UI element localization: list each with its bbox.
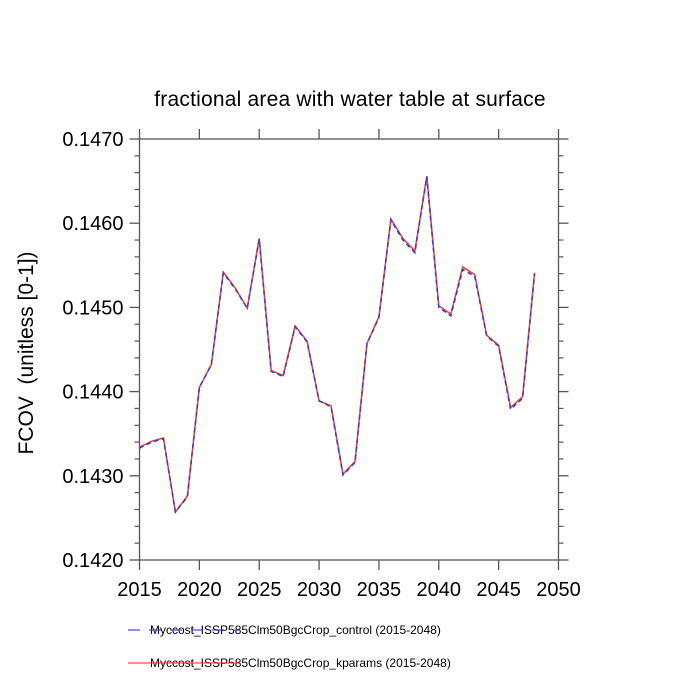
y-tick-label: 0.1440	[62, 382, 123, 404]
plot-frame	[138, 138, 560, 561]
legend-line-control	[128, 629, 239, 631]
x-tick-label: 2040	[417, 579, 462, 601]
x-tick-label: 2025	[237, 579, 282, 601]
y-tick-label: 0.1420	[62, 550, 123, 572]
legend-entry-control: Myccost_ISSP585Clm50BgcCrop_control (201…	[127, 623, 441, 637]
chart-title: fractional area with water table at surf…	[154, 88, 546, 111]
x-tick-label: 2030	[297, 579, 342, 601]
legend-label-control: Myccost_ISSP585Clm50BgcCrop_control (201…	[150, 623, 441, 637]
y-tick-label: 0.1430	[62, 466, 123, 488]
y-tick-label: 0.1460	[62, 213, 123, 235]
legend-line-kparams	[128, 662, 239, 664]
x-tick-label: 2015	[117, 579, 162, 601]
x-tick-label: 2020	[177, 579, 222, 601]
y-tick-label: 0.1470	[62, 129, 123, 151]
legend-entry-kparams: Myccost_ISSP585Clm50BgcCrop_kparams (201…	[127, 656, 451, 670]
x-tick-label: 2050	[536, 579, 581, 601]
series-line-control	[139, 176, 536, 514]
series-line-kparams	[139, 175, 536, 514]
x-tick-label: 2045	[476, 579, 521, 601]
y-tick-label: 0.1450	[62, 297, 123, 319]
legend-label-kparams: Myccost_ISSP585Clm50BgcCrop_kparams (201…	[150, 656, 451, 670]
x-tick-label: 2035	[357, 579, 402, 601]
